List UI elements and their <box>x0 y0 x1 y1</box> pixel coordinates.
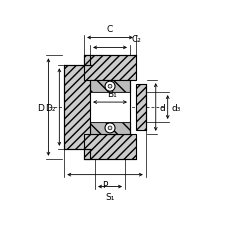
Text: P: P <box>102 180 107 189</box>
Circle shape <box>105 123 114 133</box>
Polygon shape <box>84 149 90 159</box>
Polygon shape <box>84 56 135 81</box>
Circle shape <box>105 82 114 92</box>
Text: B₁: B₁ <box>107 90 116 99</box>
Circle shape <box>108 85 112 89</box>
Polygon shape <box>135 85 145 131</box>
Polygon shape <box>84 56 90 66</box>
Polygon shape <box>90 123 129 134</box>
Polygon shape <box>90 93 129 123</box>
Text: d: d <box>159 103 165 112</box>
Text: S₁: S₁ <box>105 192 114 201</box>
Text: C: C <box>106 25 113 34</box>
Text: D: D <box>37 103 44 112</box>
Polygon shape <box>90 81 129 93</box>
Text: C₂: C₂ <box>131 35 141 44</box>
Polygon shape <box>64 66 92 149</box>
Text: d₃: d₃ <box>171 103 180 112</box>
Text: D₂: D₂ <box>45 103 55 112</box>
Circle shape <box>108 126 112 130</box>
Polygon shape <box>84 134 135 159</box>
